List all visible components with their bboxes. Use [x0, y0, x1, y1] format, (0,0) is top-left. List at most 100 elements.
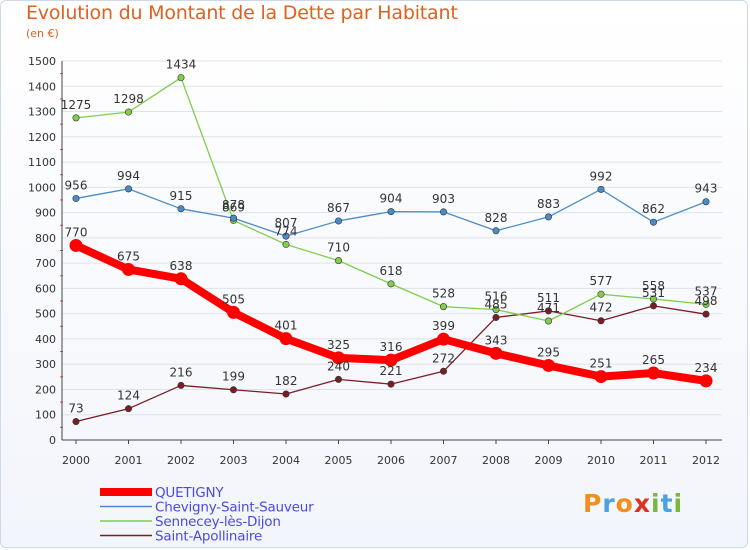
data-point-Chevigny-Saint-Sauveur-2000 — [72, 194, 80, 202]
data-label-Chevigny-Saint-Sauveur-2011: 862 — [642, 202, 665, 216]
legend-label-QUETIGNY: QUETIGNY — [155, 485, 224, 501]
data-label-Sennecey-lès-Dijon-2009: 471 — [537, 301, 560, 315]
data-label-Sennecey-lès-Dijon-2002: 1434 — [166, 58, 197, 72]
data-label-Saint-Apollinaire-2008: 485 — [485, 297, 508, 311]
data-label-QUETIGNY-2004: 401 — [275, 319, 298, 333]
data-label-Sennecey-lès-Dijon-2001: 1298 — [113, 92, 144, 106]
data-point-Chevigny-Saint-Sauveur-2002 — [177, 205, 185, 213]
data-point-QUETIGNY-2002 — [174, 272, 188, 286]
x-tick-label-2008: 2008 — [482, 454, 510, 467]
data-label-Chevigny-Saint-Sauveur-2004: 807 — [275, 216, 298, 230]
x-tick-label-2000: 2000 — [62, 454, 90, 467]
x-tick-label-2004: 2004 — [272, 454, 300, 467]
data-point-QUETIGNY-2008 — [489, 346, 503, 360]
data-label-Sennecey-lès-Dijon-2000: 1275 — [61, 98, 92, 112]
x-tick-label-2010: 2010 — [587, 454, 615, 467]
data-point-Sennecey-lès-Dijon-2012 — [702, 300, 710, 308]
data-point-Sennecey-lès-Dijon-2010 — [597, 290, 605, 298]
logo-letter: x — [633, 489, 651, 518]
data-point-Sennecey-lès-Dijon-2008 — [492, 306, 500, 314]
logo-letter: i — [673, 489, 684, 518]
data-label-Saint-Apollinaire-2001: 124 — [117, 389, 140, 403]
y-tick-label-1400: 1400 — [28, 80, 56, 93]
data-label-Sennecey-lès-Dijon-2003: 869 — [222, 200, 245, 214]
data-label-Sennecey-lès-Dijon-2011: 558 — [642, 279, 665, 293]
data-point-Saint-Apollinaire-2011 — [649, 302, 657, 310]
y-tick-label-1100: 1100 — [28, 156, 56, 169]
y-tick-label-1200: 1200 — [28, 131, 56, 144]
data-point-QUETIGNY-2000 — [69, 238, 83, 252]
data-label-Chevigny-Saint-Sauveur-2010: 992 — [590, 169, 613, 183]
data-point-QUETIGNY-2010 — [594, 370, 608, 384]
y-tick-label-300: 300 — [35, 358, 56, 371]
data-point-QUETIGNY-2004 — [279, 332, 293, 346]
chart-unit-label: (en €) — [26, 27, 59, 40]
data-point-Saint-Apollinaire-2003 — [230, 386, 238, 394]
x-tick-label-2002: 2002 — [167, 454, 195, 467]
data-label-QUETIGNY-2012: 234 — [695, 361, 718, 375]
data-label-QUETIGNY-2000: 770 — [65, 225, 88, 239]
data-point-Saint-Apollinaire-2006 — [387, 380, 395, 388]
data-label-Saint-Apollinaire-2003: 199 — [222, 370, 245, 384]
y-tick-label-100: 100 — [35, 409, 56, 422]
data-label-Sennecey-lès-Dijon-2010: 577 — [590, 274, 613, 288]
data-point-Chevigny-Saint-Sauveur-2005 — [334, 217, 342, 225]
data-label-Sennecey-lès-Dijon-2006: 618 — [380, 264, 403, 278]
data-point-Chevigny-Saint-Sauveur-2003 — [230, 214, 238, 222]
data-point-Chevigny-Saint-Sauveur-2006 — [387, 208, 395, 216]
data-label-QUETIGNY-2010: 251 — [590, 357, 613, 371]
y-tick-label-1300: 1300 — [28, 106, 56, 119]
data-point-Saint-Apollinaire-2010 — [597, 317, 605, 325]
data-label-Sennecey-lès-Dijon-2012: 537 — [695, 284, 718, 298]
data-label-Saint-Apollinaire-2000: 73 — [68, 402, 83, 416]
logo-letter: o — [615, 489, 634, 518]
data-label-Sennecey-lès-Dijon-2004: 774 — [275, 224, 298, 238]
x-tick-label-2001: 2001 — [115, 454, 143, 467]
data-point-Sennecey-lès-Dijon-2005 — [334, 257, 342, 265]
data-point-Saint-Apollinaire-2001 — [125, 405, 133, 413]
data-point-Saint-Apollinaire-2002 — [177, 381, 185, 389]
data-label-QUETIGNY-2011: 265 — [642, 353, 665, 367]
x-tick-label-2009: 2009 — [535, 454, 563, 467]
data-point-Saint-Apollinaire-2009 — [544, 307, 552, 315]
data-label-Chevigny-Saint-Sauveur-2012: 943 — [695, 182, 718, 196]
x-tick-label-2012: 2012 — [692, 454, 720, 467]
data-label-QUETIGNY-2008: 343 — [485, 333, 508, 347]
data-point-Chevigny-Saint-Sauveur-2010 — [597, 185, 605, 193]
data-point-Sennecey-lès-Dijon-2006 — [387, 280, 395, 288]
data-label-QUETIGNY-2009: 295 — [537, 345, 560, 359]
data-point-Sennecey-lès-Dijon-2004 — [282, 240, 290, 248]
y-tick-label-500: 500 — [35, 308, 56, 321]
data-label-Saint-Apollinaire-2004: 182 — [275, 374, 298, 388]
data-label-Chevigny-Saint-Sauveur-2009: 883 — [537, 197, 560, 211]
data-label-Chevigny-Saint-Sauveur-2002: 915 — [170, 189, 193, 203]
logo-letter: i — [651, 489, 661, 518]
data-point-Saint-Apollinaire-2008 — [492, 313, 500, 321]
data-point-Sennecey-lès-Dijon-2009 — [544, 317, 552, 325]
y-tick-label-700: 700 — [35, 257, 56, 270]
data-label-Saint-Apollinaire-2009: 511 — [537, 291, 560, 305]
data-label-Saint-Apollinaire-2007: 272 — [432, 351, 455, 365]
data-label-Chevigny-Saint-Sauveur-2003: 878 — [222, 198, 245, 212]
y-tick-label-800: 800 — [35, 232, 56, 245]
legend-label-Sennecey-lès-Dijon: Sennecey-lès-Dijon — [155, 514, 281, 530]
data-point-Chevigny-Saint-Sauveur-2004 — [282, 232, 290, 240]
logo-letter: P — [583, 489, 603, 518]
legend-label-Chevigny-Saint-Sauveur: Chevigny-Saint-Sauveur — [155, 500, 314, 516]
data-point-Chevigny-Saint-Sauveur-2011 — [649, 218, 657, 226]
x-tick-label-2006: 2006 — [377, 454, 405, 467]
data-label-QUETIGNY-2001: 675 — [117, 249, 140, 263]
x-tick-label-2005: 2005 — [325, 454, 353, 467]
y-tick-label-1000: 1000 — [28, 181, 56, 194]
data-point-QUETIGNY-2006 — [384, 353, 398, 367]
data-point-Chevigny-Saint-Sauveur-2007 — [439, 208, 447, 216]
data-label-Chevigny-Saint-Sauveur-2000: 956 — [65, 178, 88, 192]
data-point-QUETIGNY-2007 — [437, 332, 450, 346]
data-point-Saint-Apollinaire-2000 — [72, 418, 80, 426]
data-label-Saint-Apollinaire-2002: 216 — [170, 365, 193, 379]
data-label-Sennecey-lès-Dijon-2005: 710 — [327, 241, 350, 255]
legend-label-Saint-Apollinaire: Saint-Apollinaire — [155, 529, 262, 545]
x-tick-label-2003: 2003 — [220, 454, 248, 467]
data-point-Saint-Apollinaire-2005 — [334, 375, 342, 383]
